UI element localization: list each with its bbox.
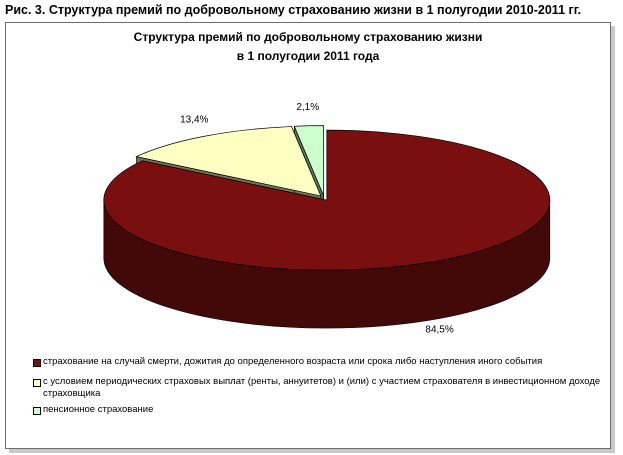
pie-labels: 84,5% 13,4% 2,1% <box>180 102 454 336</box>
pie-value-label: 13,4% <box>180 114 208 125</box>
legend-label: пенсионное страхование <box>43 404 154 415</box>
legend-swatch <box>33 407 41 415</box>
chart-subtitle: в 1 полугодии 2011 года <box>236 49 380 63</box>
chart-area: Структура премий по добровольному страхо… <box>5 22 611 449</box>
legend-label: страхование на случай смерти, дожития до… <box>43 356 543 367</box>
pie-slice <box>135 126 322 197</box>
chart-legend: страхование на случай смерти, дожития до… <box>33 356 603 424</box>
chart-title: Структура премий по добровольному страхо… <box>133 30 483 44</box>
pie-slice <box>103 129 551 271</box>
legend-item: с условием периодических страховых выпла… <box>33 376 603 400</box>
legend-item: пенсионное страхование <box>33 404 603 416</box>
pie-chart: 84,5% 13,4% 2,1% <box>103 102 551 336</box>
pie-slice <box>293 125 324 196</box>
legend-swatch <box>33 359 41 367</box>
legend-item: страхование на случай смерти, дожития до… <box>33 356 603 368</box>
legend-swatch <box>33 379 41 387</box>
legend-label: с условием периодических страховых выпла… <box>43 376 601 399</box>
pie-tops <box>103 125 551 271</box>
figure-caption: Рис. 3. Структура премий по добровольном… <box>5 3 582 17</box>
pie-value-label: 2,1% <box>296 102 319 113</box>
pie-value-label: 84,5% <box>425 324 453 335</box>
